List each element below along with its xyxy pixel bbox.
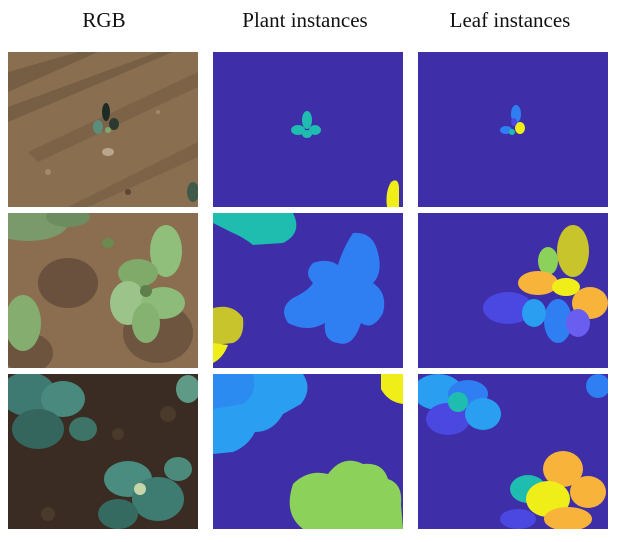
rgb-image-medium-plants	[8, 213, 198, 368]
rgb-image-seedling	[8, 52, 198, 207]
leaf-instance-mask-mature-plants	[418, 374, 608, 529]
column-header-plant-instances: Plant instances	[242, 8, 368, 32]
rgb-photo-row-2	[8, 213, 198, 368]
plant-mask-row-1	[213, 52, 403, 207]
rgb-photo-row-3	[8, 374, 198, 529]
rgb-image-mature-plants	[8, 374, 198, 529]
leaf-mask-row-2	[418, 213, 608, 368]
leaf-instance-mask-seedling	[418, 52, 608, 207]
plant-instance-mask-seedling	[213, 52, 403, 207]
column-header-rgb: RGB	[82, 8, 126, 32]
plant-mask-row-3	[213, 374, 403, 529]
leaf-mask-row-1	[418, 52, 608, 207]
leaf-mask-row-3	[418, 374, 608, 529]
leaf-instance-mask-medium-plants	[418, 213, 608, 368]
plant-instance-mask-medium-plants	[213, 213, 403, 368]
rgb-photo-row-1	[8, 52, 198, 207]
plant-instance-mask-mature-plants	[213, 374, 403, 529]
plant-mask-row-2	[213, 213, 403, 368]
column-header-leaf-instances: Leaf instances	[449, 8, 571, 32]
